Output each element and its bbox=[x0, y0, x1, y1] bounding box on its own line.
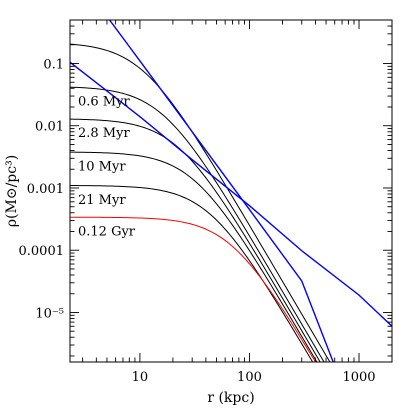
curve-label-2: 2.8 Myr bbox=[78, 126, 130, 141]
series-line-6 bbox=[108, 20, 334, 362]
curve-label-5: 0.12 Gyr bbox=[78, 225, 136, 240]
series-line-1 bbox=[70, 86, 325, 362]
series-line-7 bbox=[70, 61, 392, 327]
y-tick-label: 10⁻⁵ bbox=[35, 306, 64, 321]
y-tick-label: 0.001 bbox=[27, 182, 64, 197]
series-line-4 bbox=[70, 185, 314, 362]
series-line-0 bbox=[70, 43, 331, 362]
curve-label-3: 10 Myr bbox=[78, 159, 126, 174]
y-tick-label: 0.0001 bbox=[19, 244, 65, 259]
y-tick-label: 0.1 bbox=[43, 58, 64, 73]
series-line-3 bbox=[70, 151, 318, 362]
y-tick-label: 0.01 bbox=[35, 120, 64, 135]
x-tick-label: 10 bbox=[132, 370, 149, 385]
x-axis-label: r (kpc) bbox=[207, 390, 254, 406]
curves-layer bbox=[70, 20, 392, 362]
y-axis-label: ρ(M⊙/pc³) bbox=[4, 155, 20, 227]
ticks-layer bbox=[70, 19, 393, 362]
series-line-5 bbox=[70, 216, 317, 362]
curve-label-4: 21 Myr bbox=[78, 193, 126, 208]
series-line-2 bbox=[70, 118, 321, 362]
labels-layer: 0.6 Myr 2.8 Myr 10 Myr 21 Myr 0.12 Gyr 10 100 1… bbox=[19, 58, 376, 385]
x-tick-label: 100 bbox=[237, 370, 262, 385]
curve-label-1: 0.6 Myr bbox=[78, 94, 130, 109]
x-tick-label: 1000 bbox=[342, 370, 375, 385]
